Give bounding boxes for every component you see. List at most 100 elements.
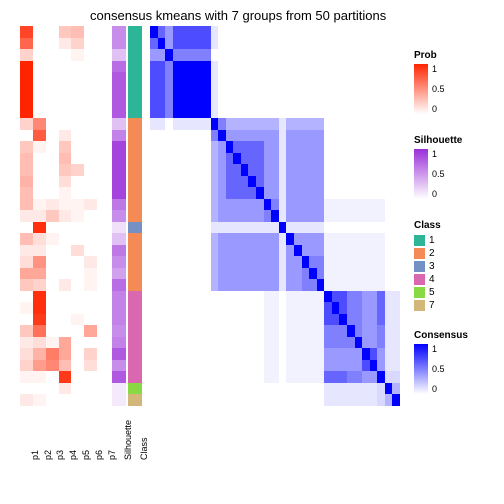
prob-cell (84, 49, 97, 61)
prob-cell (84, 199, 97, 211)
cons-cell (324, 61, 332, 73)
cons-cell (392, 130, 400, 142)
cons-cell (286, 279, 294, 291)
sil-cell (112, 118, 126, 130)
cons-cell (256, 38, 264, 50)
cons-cell (279, 268, 287, 280)
cons-cell (173, 26, 181, 38)
cons-cell (347, 325, 355, 337)
sil-cell (112, 245, 126, 257)
sil-cell (112, 222, 126, 234)
cons-cell (324, 84, 332, 96)
prob-cell (33, 164, 46, 176)
cons-cell (150, 26, 158, 38)
cons-cell (158, 279, 166, 291)
prob-cell (97, 291, 110, 303)
cons-cell (370, 72, 378, 84)
cons-cell (195, 26, 203, 38)
prob-cell (46, 233, 59, 245)
cons-cell (233, 371, 241, 383)
sil-cell (112, 38, 126, 50)
cons-cell (362, 337, 370, 349)
cons-cell (370, 371, 378, 383)
cons-cell (370, 164, 378, 176)
cons-cell (332, 164, 340, 176)
cons-cell (302, 348, 310, 360)
cons-cell (377, 233, 385, 245)
prob-cell (33, 199, 46, 211)
cons-cell (370, 360, 378, 372)
cons-cell (173, 72, 181, 84)
cons-cell (332, 118, 340, 130)
prob-cell (97, 26, 110, 38)
cons-cell (264, 187, 272, 199)
cons-cell (195, 141, 203, 153)
class-cell (128, 291, 142, 303)
cons-cell (347, 245, 355, 257)
cons-cell (302, 61, 310, 73)
sil-cell (112, 325, 126, 337)
cons-cell (203, 84, 211, 96)
cons-cell (195, 176, 203, 188)
cons-cell (317, 118, 325, 130)
cons-cell (180, 118, 188, 130)
cons-cell (241, 107, 249, 119)
cons-cell (347, 107, 355, 119)
cons-cell (377, 279, 385, 291)
cons-cell (377, 371, 385, 383)
prob-cell (71, 233, 84, 245)
cons-cell (355, 187, 363, 199)
cons-cell (211, 72, 219, 84)
prob-cell (20, 222, 33, 234)
cons-cell (165, 233, 173, 245)
cons-cell (188, 61, 196, 73)
prob-cell (84, 256, 97, 268)
cons-cell (324, 38, 332, 50)
cons-cell (271, 153, 279, 165)
cons-cell (347, 348, 355, 360)
cons-cell (211, 49, 219, 61)
prob-cell (46, 394, 59, 406)
cons-cell (150, 245, 158, 257)
legend-title: Class (414, 220, 441, 231)
cons-cell (226, 394, 234, 406)
cons-cell (392, 107, 400, 119)
prob-cell (84, 314, 97, 326)
cons-cell (309, 394, 317, 406)
prob-cell (59, 107, 72, 119)
cons-cell (180, 394, 188, 406)
cons-cell (294, 291, 302, 303)
cons-cell (173, 245, 181, 257)
cons-cell (233, 314, 241, 326)
cons-cell (370, 153, 378, 165)
cons-cell (324, 256, 332, 268)
silhouette-column (112, 26, 126, 406)
cons-cell (392, 394, 400, 406)
prob-cell (59, 95, 72, 107)
cons-cell (264, 268, 272, 280)
cons-cell (218, 233, 226, 245)
cons-cell (302, 95, 310, 107)
cons-cell (158, 268, 166, 280)
cons-cell (173, 107, 181, 119)
prob-cell (59, 279, 72, 291)
cons-cell (317, 141, 325, 153)
cons-cell (347, 61, 355, 73)
cons-cell (241, 210, 249, 222)
cons-cell (150, 84, 158, 96)
cons-cell (256, 187, 264, 199)
prob-cell (97, 383, 110, 395)
prob-cell (71, 394, 84, 406)
cons-cell (324, 26, 332, 38)
cons-cell (385, 49, 393, 61)
cons-cell (317, 210, 325, 222)
prob-cell (33, 118, 46, 130)
cons-cell (279, 337, 287, 349)
prob-cell (46, 337, 59, 349)
cons-cell (264, 38, 272, 50)
cons-cell (165, 95, 173, 107)
cons-cell (211, 141, 219, 153)
cons-cell (233, 118, 241, 130)
cons-cell (218, 210, 226, 222)
cons-cell (294, 95, 302, 107)
